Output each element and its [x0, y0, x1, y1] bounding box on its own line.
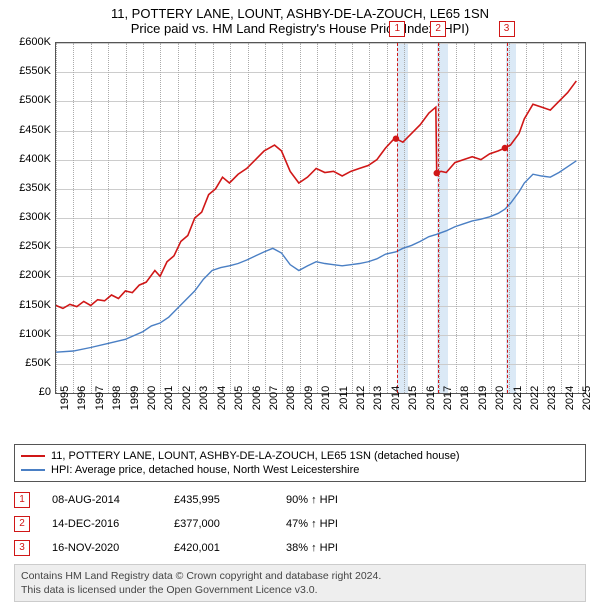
y-tick-label: £500K [19, 94, 51, 106]
y-axis-labels: £0£50K£100K£150K£200K£250K£300K£350K£400… [0, 42, 55, 392]
legend-item-property: 11, POTTERY LANE, LOUNT, ASHBY-DE-LA-ZOU… [21, 449, 579, 463]
chart-container: 11, POTTERY LANE, LOUNT, ASHBY-DE-LA-ZOU… [0, 0, 600, 602]
legend-label: 11, POTTERY LANE, LOUNT, ASHBY-DE-LA-ZOU… [51, 450, 460, 462]
x-tick-label: 2009 [303, 386, 315, 410]
x-tick-label: 2006 [251, 386, 263, 410]
x-tick-label: 2019 [477, 386, 489, 410]
title-address: 11, POTTERY LANE, LOUNT, ASHBY-DE-LA-ZOU… [0, 6, 600, 21]
x-tick-label: 2002 [181, 386, 193, 410]
event-price: £435,995 [174, 494, 264, 506]
x-tick-label: 1996 [76, 386, 88, 410]
footer-line1: Contains HM Land Registry data © Crown c… [21, 569, 579, 583]
x-tick-label: 2004 [216, 386, 228, 410]
event-hpi: 47% ↑ HPI [286, 518, 338, 530]
y-tick-label: £600K [19, 36, 51, 48]
y-tick-label: £150K [19, 299, 51, 311]
y-tick-label: £550K [19, 65, 51, 77]
x-tick-label: 2021 [512, 386, 524, 410]
x-tick-label: 2010 [320, 386, 332, 410]
x-tick-label: 2014 [390, 386, 402, 410]
event-row: 3 16-NOV-2020 £420,001 38% ↑ HPI [14, 536, 586, 560]
y-tick-label: £200K [19, 269, 51, 281]
event-number-box: 3 [14, 540, 30, 556]
event-marker: 2 [430, 21, 446, 37]
legend-label: HPI: Average price, detached house, Nort… [51, 464, 359, 476]
legend-swatch [21, 455, 45, 457]
footer-line2: This data is licensed under the Open Gov… [21, 583, 579, 597]
x-tick-label: 2003 [198, 386, 210, 410]
x-tick-label: 2015 [407, 386, 419, 410]
event-number-box: 2 [14, 516, 30, 532]
x-tick-label: 2024 [564, 386, 576, 410]
x-tick-label: 2023 [546, 386, 558, 410]
x-tick-label: 2025 [581, 386, 593, 410]
x-tick-label: 2020 [494, 386, 506, 410]
x-tick-label: 2011 [338, 386, 350, 410]
event-price: £377,000 [174, 518, 264, 530]
x-tick-label: 2016 [425, 386, 437, 410]
y-tick-label: £50K [25, 357, 51, 369]
y-tick-label: £300K [19, 211, 51, 223]
x-tick-label: 2017 [442, 386, 454, 410]
event-number-box: 1 [14, 492, 30, 508]
x-axis-labels: 1995199619971998199920002001200220032004… [55, 394, 586, 436]
x-tick-label: 2012 [355, 386, 367, 410]
event-hpi: 38% ↑ HPI [286, 542, 338, 554]
legend-swatch [21, 469, 45, 471]
y-tick-label: £450K [19, 124, 51, 136]
y-tick-label: £400K [19, 153, 51, 165]
x-tick-label: 2000 [146, 386, 158, 410]
event-marker: 3 [499, 21, 515, 37]
event-hpi: 90% ↑ HPI [286, 494, 338, 506]
y-tick-label: £350K [19, 182, 51, 194]
x-tick-label: 2018 [459, 386, 471, 410]
x-tick-label: 2005 [233, 386, 245, 410]
event-row: 2 14-DEC-2016 £377,000 47% ↑ HPI [14, 512, 586, 536]
event-marker: 1 [389, 21, 405, 37]
x-tick-label: 2001 [163, 386, 175, 410]
x-tick-label: 1997 [94, 386, 106, 410]
event-date: 16-NOV-2020 [52, 542, 152, 554]
series-property [56, 81, 576, 308]
x-tick-label: 2008 [285, 386, 297, 410]
series-hpi [56, 161, 576, 352]
x-tick-label: 1995 [59, 386, 71, 410]
events-table: 1 08-AUG-2014 £435,995 90% ↑ HPI 2 14-DE… [14, 488, 586, 560]
event-date: 14-DEC-2016 [52, 518, 152, 530]
event-price: £420,001 [174, 542, 264, 554]
y-tick-label: £100K [19, 328, 51, 340]
x-tick-label: 2007 [268, 386, 280, 410]
x-tick-label: 1998 [111, 386, 123, 410]
x-tick-label: 1999 [129, 386, 141, 410]
x-tick-label: 2013 [372, 386, 384, 410]
x-tick-label: 2022 [529, 386, 541, 410]
legend-item-hpi: HPI: Average price, detached house, Nort… [21, 463, 579, 477]
footer-note: Contains HM Land Registry data © Crown c… [14, 564, 586, 602]
plot-area: 123 [55, 42, 586, 394]
event-date: 08-AUG-2014 [52, 494, 152, 506]
y-tick-label: £250K [19, 240, 51, 252]
legend: 11, POTTERY LANE, LOUNT, ASHBY-DE-LA-ZOU… [14, 444, 586, 482]
event-row: 1 08-AUG-2014 £435,995 90% ↑ HPI [14, 488, 586, 512]
y-tick-label: £0 [39, 386, 51, 398]
